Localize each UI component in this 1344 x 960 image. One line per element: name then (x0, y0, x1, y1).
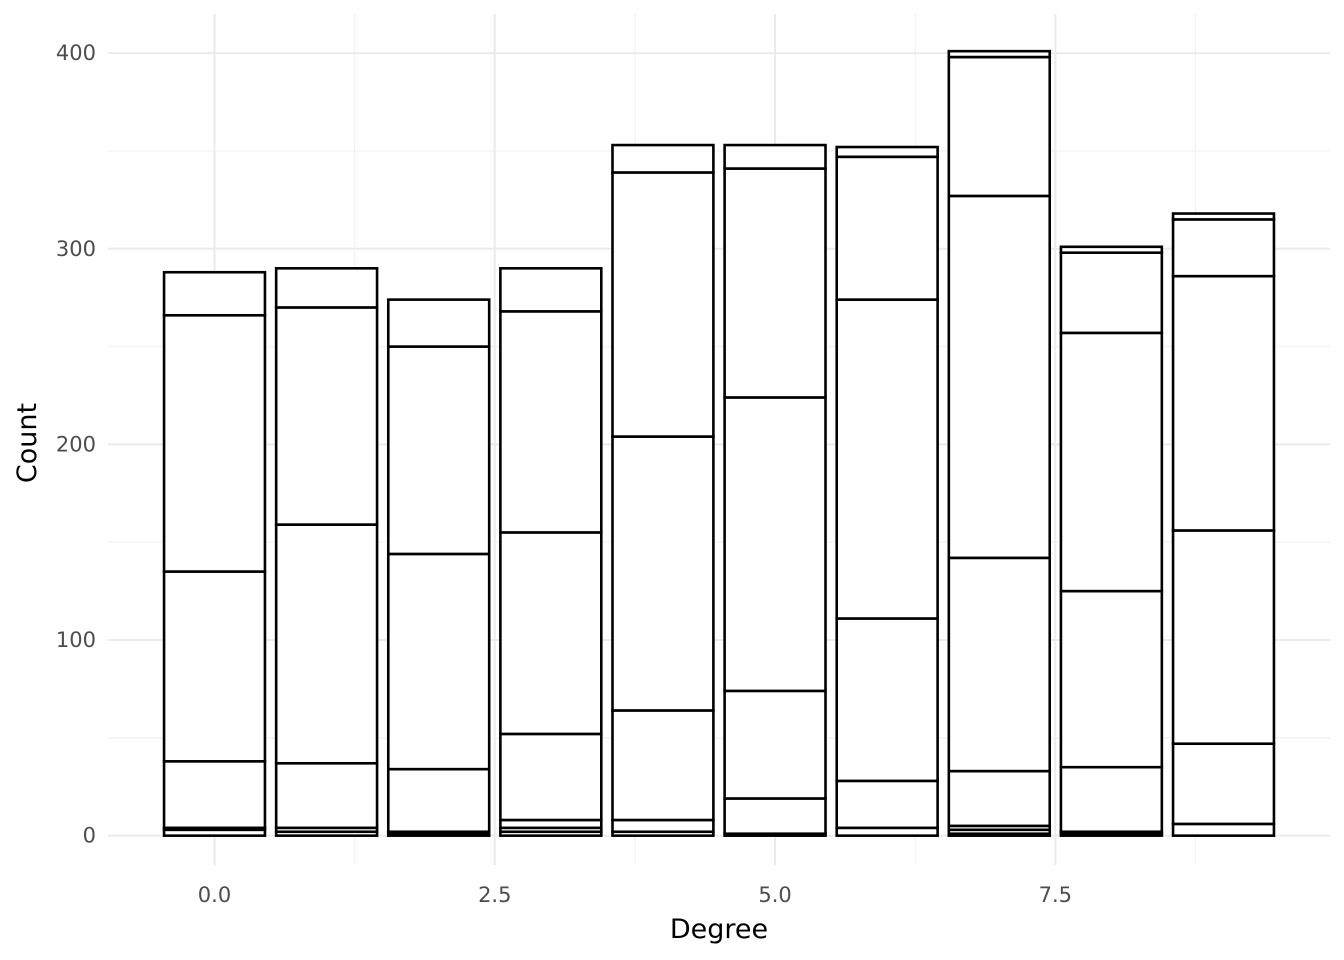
bar-segment (835, 298, 939, 620)
bar-stack-2 (386, 298, 491, 837)
bar-stack-8 (1059, 245, 1164, 837)
bar-stack-5 (723, 143, 827, 837)
bar-segment (947, 55, 1052, 198)
bar-segment (162, 570, 267, 763)
bar-segment (274, 267, 379, 309)
bar-segment (499, 531, 603, 736)
bar-segment (723, 689, 827, 800)
bar-segment (1171, 529, 1276, 746)
bar-segment (274, 523, 379, 765)
bar-segment (835, 145, 939, 159)
bar-segment (947, 49, 1052, 59)
bar-stack-7 (947, 49, 1052, 837)
bar-segment (723, 143, 827, 170)
bar-segment (386, 298, 491, 348)
bar-segment (947, 556, 1052, 773)
bar-segment (835, 617, 939, 783)
bar-segment (1171, 742, 1276, 826)
bar-stack-4 (611, 143, 715, 837)
bar-segment (274, 306, 379, 526)
x-tick-label: 0.0 (198, 883, 231, 907)
x-axis-title: Degree (670, 914, 768, 945)
y-tick-label: 100 (56, 628, 96, 652)
bar-segment (723, 396, 827, 693)
y-tick-label: 400 (56, 41, 96, 65)
y-tick-label: 200 (56, 432, 96, 456)
bar-segment (499, 732, 603, 822)
bar-segment (499, 267, 603, 313)
bar-segment (611, 435, 715, 712)
bar-segment (835, 155, 939, 301)
bar-segment (1171, 274, 1276, 532)
bars (162, 49, 1276, 837)
bar-segment (947, 769, 1052, 828)
bar-stack-0 (162, 270, 267, 837)
bar-segment (835, 779, 939, 830)
bar-segment (386, 767, 491, 834)
bar-segment (723, 167, 827, 399)
bar-segment (723, 797, 827, 835)
bar-segment (386, 345, 491, 556)
bar-stack-9 (1171, 212, 1276, 837)
bar-segment (499, 310, 603, 534)
x-tick-label: 5.0 (758, 883, 791, 907)
x-tick-label: 7.5 (1039, 883, 1072, 907)
bar-segment (162, 760, 267, 830)
bar-stack-6 (835, 145, 939, 837)
y-tick-label: 0 (83, 824, 96, 848)
bar-segment (1171, 822, 1276, 837)
bar-segment (162, 313, 267, 573)
bar-segment (1059, 251, 1164, 335)
bar-segment (611, 709, 715, 822)
bar-segment (1059, 765, 1164, 834)
bar-segment (1171, 218, 1276, 278)
bar-stack-1 (274, 267, 379, 837)
bar-segment (611, 143, 715, 174)
bar-segment (947, 194, 1052, 560)
bar-segment (162, 270, 267, 317)
bar-segment (1171, 212, 1276, 221)
bar-segment (274, 761, 379, 830)
bar-segment (1059, 245, 1164, 254)
bar-segment (1059, 589, 1164, 769)
x-tick-label: 2.5 (478, 883, 511, 907)
bar-segment (611, 171, 715, 438)
y-axis-tick-labels: 0 100 200 300 400 (56, 41, 96, 848)
bar-segment (386, 552, 491, 771)
bar-stack-3 (499, 267, 603, 837)
bar-segment (611, 818, 715, 834)
y-axis-title: Count (12, 403, 43, 483)
x-axis-tick-labels: 0.0 2.5 5.0 7.5 (198, 883, 1072, 907)
y-tick-label: 300 (56, 237, 96, 261)
bar-segment (1059, 331, 1164, 593)
